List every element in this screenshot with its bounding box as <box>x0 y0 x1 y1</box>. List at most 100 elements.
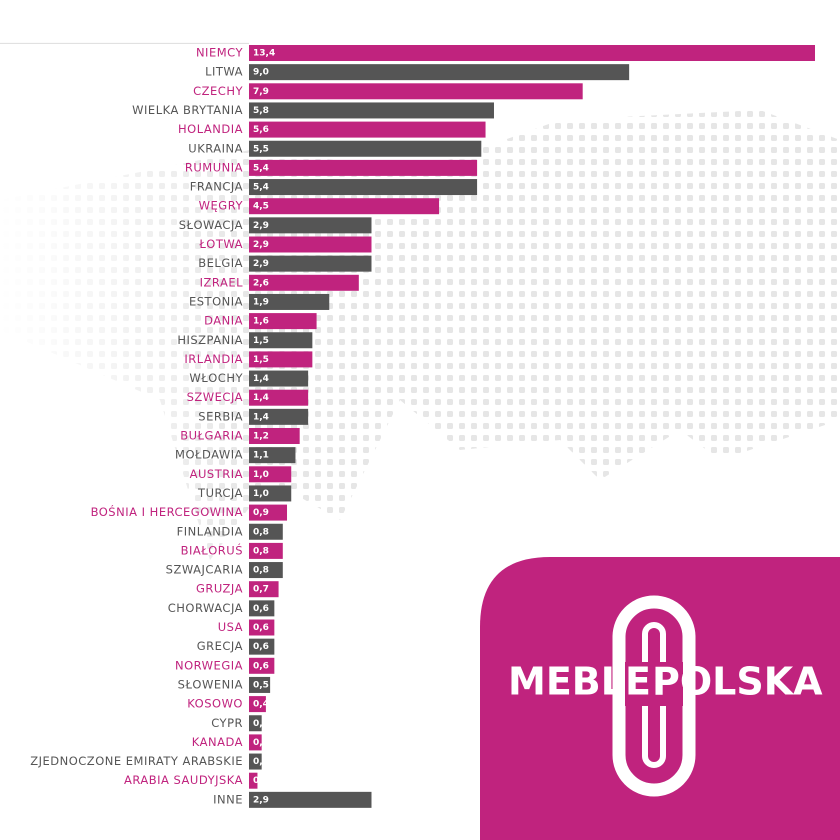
category-label: GRUZJA <box>196 582 243 596</box>
logo-text: MEBLE <box>508 660 651 704</box>
bar <box>249 102 494 119</box>
category-label: BUŁGARIA <box>180 429 243 443</box>
value-label: 4,5 <box>253 202 269 212</box>
value-label: 0,8 <box>253 527 269 537</box>
bar <box>249 274 359 291</box>
category-label: CHORWACJA <box>168 601 243 615</box>
value-label: 0,4 <box>253 700 269 710</box>
value-label: 2,9 <box>253 795 269 805</box>
value-label: 0,6 <box>253 642 269 652</box>
category-label: CYPR <box>211 716 243 730</box>
bar <box>249 370 309 387</box>
value-label: 1,4 <box>253 374 269 384</box>
category-label: UKRAINA <box>188 141 243 155</box>
bar <box>249 638 275 655</box>
value-label: 2,9 <box>253 221 269 231</box>
value-label: 0,9 <box>253 508 269 518</box>
value-label: 1,9 <box>253 297 269 307</box>
bar <box>249 676 271 693</box>
value-label: 0,3 <box>253 757 269 767</box>
bar <box>249 140 482 157</box>
bar <box>249 753 262 770</box>
category-label: KANADA <box>192 735 243 749</box>
value-label: 0,6 <box>253 623 269 633</box>
value-label: 0,5 <box>253 680 269 690</box>
category-label: ŁOTWA <box>198 237 243 251</box>
category-label: HOLANDIA <box>178 122 243 136</box>
bar <box>249 179 478 196</box>
bar <box>249 791 372 808</box>
bar <box>249 619 275 636</box>
bar <box>249 581 279 598</box>
value-label: 0,8 <box>253 546 269 556</box>
category-label: CZECHY <box>193 84 243 98</box>
category-label: SZWAJCARIA <box>166 563 243 577</box>
bar <box>249 236 372 253</box>
value-label: 0,8 <box>253 566 269 576</box>
bar <box>249 45 815 61</box>
category-label: FINLANDIA <box>177 524 243 538</box>
value-label: 0,7 <box>253 585 269 595</box>
category-label: RUMUNIA <box>185 160 243 174</box>
bar <box>249 293 330 310</box>
bar <box>249 447 296 464</box>
category-label: ARABIA SAUDYJSKA <box>124 773 243 787</box>
bar <box>249 64 630 81</box>
category-label: GRECJA <box>197 639 243 653</box>
category-label: BELGIA <box>198 256 243 270</box>
bar <box>249 217 372 234</box>
category-label: TURCJA <box>197 486 243 500</box>
category-label: LITWA <box>205 65 243 79</box>
bar <box>249 715 262 732</box>
value-label: 1,4 <box>253 393 269 403</box>
bar <box>249 504 288 521</box>
bar <box>249 255 372 272</box>
bar <box>249 313 317 330</box>
category-label: HISZPANIA <box>177 333 243 347</box>
bar <box>249 159 478 176</box>
bar <box>249 198 440 215</box>
value-label: 1,6 <box>253 317 269 327</box>
category-label: BOŚNIA I HERCEGOWINA <box>91 504 243 519</box>
value-label: 0,3 <box>253 738 269 748</box>
value-label: 0,2 <box>253 776 269 786</box>
category-label: NORWEGIA <box>175 658 243 672</box>
bar <box>249 657 275 674</box>
value-label: 1,5 <box>253 355 269 365</box>
category-label: INNE <box>213 792 243 806</box>
value-label: 1,5 <box>253 336 269 346</box>
value-label: 0,6 <box>253 604 269 614</box>
category-label: SZWECJA <box>187 390 243 404</box>
category-label: WŁOCHY <box>189 371 243 385</box>
bar <box>249 485 292 502</box>
value-label: 0,6 <box>253 661 269 671</box>
value-label: 2,9 <box>253 240 269 250</box>
category-label: SERBIA <box>198 409 243 423</box>
bar <box>249 428 300 444</box>
value-label: 0,3 <box>253 719 269 729</box>
bar <box>249 332 313 349</box>
bar <box>249 466 292 483</box>
category-label: NIEMCY <box>196 46 244 60</box>
logo-text: POLSKA <box>652 660 823 704</box>
value-label: 9,0 <box>253 68 269 78</box>
value-label: 1,2 <box>253 432 269 442</box>
logo: MEBLE POLSKA <box>480 557 840 840</box>
category-label: MOŁDAWIA <box>175 448 243 462</box>
bar <box>249 734 262 751</box>
category-label: IZRAEL <box>200 275 243 289</box>
bar <box>249 600 275 617</box>
bar <box>249 523 283 540</box>
category-label: DANIA <box>204 314 243 328</box>
category-label: IRLANDIA <box>184 352 243 366</box>
category-label: USA <box>218 620 243 634</box>
category-label: WĘGRY <box>199 199 244 213</box>
category-label: FRANCJA <box>190 180 243 194</box>
category-label: BIAŁORUŚ <box>181 542 243 557</box>
category-label: SŁOWENIA <box>178 677 243 691</box>
category-label: KOSOWO <box>187 697 243 711</box>
value-label: 5,5 <box>253 144 269 154</box>
bar <box>249 389 309 406</box>
bar <box>249 121 486 138</box>
